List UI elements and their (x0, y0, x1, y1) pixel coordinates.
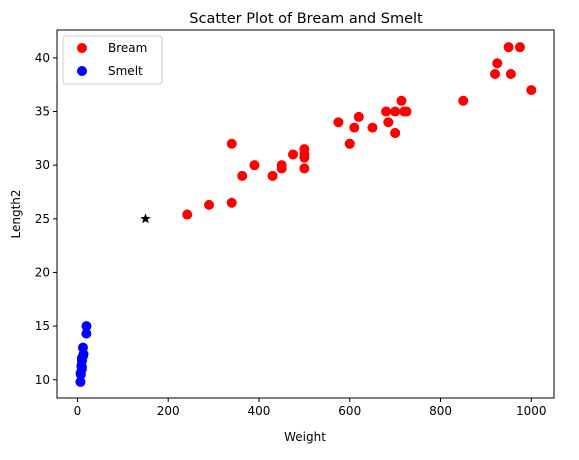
legend-box (62, 35, 163, 85)
x-axis-label: Weight (284, 430, 326, 444)
plot-area (75, 42, 537, 387)
x-tick-label: 800 (429, 404, 452, 418)
y-axis-label: Length2 (9, 189, 23, 238)
data-point (267, 170, 278, 181)
legend-marker-smelt (77, 66, 87, 76)
data-point (299, 163, 310, 174)
y-tick-label: 35 (35, 105, 50, 119)
data-point (505, 68, 516, 79)
data-point (237, 170, 248, 181)
data-point (226, 197, 237, 208)
data-point (396, 95, 407, 106)
data-point (390, 127, 401, 138)
axis-ticks: 0 200 400 600 800 1000 10 15 20 25 30 35 40 (35, 51, 547, 418)
x-tick-label: 400 (248, 404, 271, 418)
data-point (353, 111, 364, 122)
data-point (458, 95, 469, 106)
data-point (288, 149, 299, 160)
data-point (526, 85, 537, 96)
legend-label-smelt: Smelt (108, 64, 143, 78)
y-tick-label: 15 (35, 319, 50, 333)
plot-frame (56, 29, 555, 399)
data-point (367, 122, 378, 133)
data-point (249, 160, 260, 171)
y-tick-label: 20 (35, 265, 50, 279)
data-point (299, 144, 310, 155)
data-point (182, 209, 193, 220)
data-point (81, 321, 92, 332)
x-tick-label: 1000 (516, 404, 547, 418)
data-point (333, 117, 344, 128)
legend: Bream Smelt (62, 35, 163, 85)
x-tick-label: 200 (157, 404, 180, 418)
y-tick-label: 30 (35, 158, 50, 172)
chart-title: Scatter Plot of Bream and Smelt (189, 11, 423, 27)
series-bream (182, 42, 537, 220)
series-marker-2 (140, 213, 151, 224)
data-point (81, 328, 92, 339)
legend-label-bream: Bream (108, 41, 147, 55)
x-tick-label: 600 (338, 404, 361, 418)
data-point-star (140, 213, 151, 224)
series-smelt (75, 321, 92, 387)
y-tick-label: 10 (35, 373, 50, 387)
data-point (399, 106, 410, 117)
data-point (204, 199, 215, 210)
data-point (383, 117, 394, 128)
data-point (349, 122, 360, 133)
data-point (77, 342, 88, 353)
data-point (75, 376, 86, 387)
y-tick-label: 25 (35, 212, 50, 226)
y-tick-label: 40 (35, 51, 50, 65)
data-point (344, 138, 355, 149)
data-point (514, 42, 525, 53)
legend-marker-bream (77, 43, 87, 53)
data-point (492, 58, 503, 69)
data-point (503, 42, 514, 53)
data-point (381, 106, 392, 117)
x-tick-label: 0 (74, 404, 82, 418)
data-point (390, 106, 401, 117)
data-point (489, 68, 500, 79)
data-point (276, 160, 287, 171)
data-point (226, 138, 237, 149)
